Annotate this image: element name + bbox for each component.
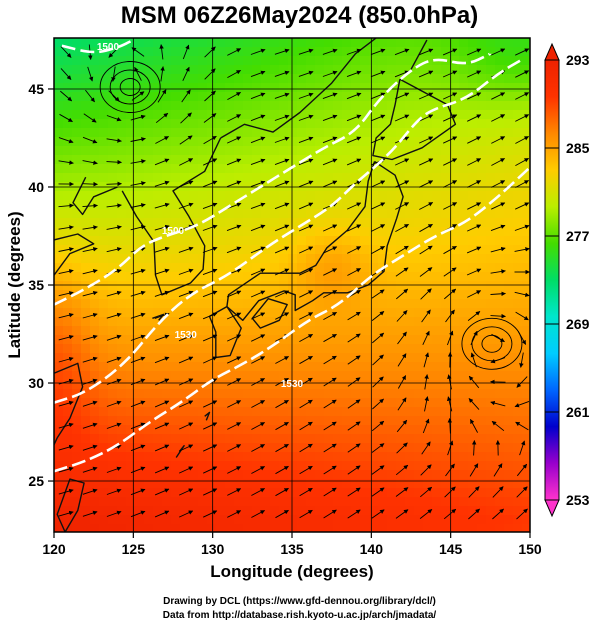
x-tick-label: 145 — [439, 541, 463, 557]
colorbar-tick-label: 285 — [566, 140, 590, 156]
contour-label: 1530 — [175, 330, 198, 341]
colorbar-tick-label: 293 — [566, 52, 590, 68]
x-tick-label: 150 — [518, 541, 542, 557]
y-tick-label: 45 — [28, 81, 44, 97]
wind-streamlines — [58, 44, 530, 520]
colorbar: 253 261 269 277 285 293 — [544, 42, 590, 518]
contour-label: 1500 — [162, 226, 185, 237]
x-tick-label: 130 — [201, 541, 225, 557]
colorbar-tick-label: 253 — [566, 492, 590, 508]
credit-drawing: Drawing by DCL (https://www.gfd-dennou.o… — [163, 596, 436, 607]
x-tick-label: 135 — [280, 541, 304, 557]
height-contours: 1500 1500 1530 1530 — [54, 38, 530, 473]
credits: Drawing by DCL (https://www.gfd-dennou.o… — [0, 595, 599, 623]
y-axis-ticks: 25 30 35 40 45 — [28, 81, 54, 489]
y-tick-label: 25 — [28, 473, 44, 489]
y-tick-label: 30 — [28, 375, 44, 391]
contour-line — [54, 52, 492, 306]
colorbar-ticks: 253 261 269 277 285 293 — [545, 52, 590, 508]
colorbar-max-triangle — [544, 42, 560, 61]
contour-line — [54, 58, 524, 404]
x-tick-label: 120 — [42, 541, 66, 557]
x-axis-title: Longitude (degrees) — [210, 562, 373, 581]
contour-label: 1500 — [97, 42, 120, 53]
y-tick-label: 35 — [28, 277, 44, 293]
contour-line — [61, 38, 134, 54]
contour-line — [54, 166, 530, 473]
colorbar-body — [544, 59, 560, 501]
colorbar-min-triangle — [544, 499, 560, 518]
lat-lon-grid — [54, 38, 530, 532]
colorbar-tick-label: 277 — [566, 228, 590, 244]
map-title: MSM 06Z26May2024 (850.0hPa) — [120, 2, 479, 29]
y-tick-label: 40 — [28, 179, 44, 195]
contour-label: 1530 — [281, 379, 304, 390]
plot-area: 1500 1500 1530 1530 — [54, 38, 530, 532]
colorbar-tick-label: 261 — [566, 404, 590, 420]
credit-data: Data from http://database.rish.kyoto-u.a… — [162, 610, 437, 621]
y-axis-title: Latitude (degrees) — [5, 211, 24, 358]
x-tick-label: 125 — [122, 541, 146, 557]
x-tick-label: 140 — [360, 541, 384, 557]
x-axis-ticks: 120 125 130 135 140 145 150 — [42, 532, 542, 557]
colorbar-tick-label: 269 — [566, 316, 590, 332]
